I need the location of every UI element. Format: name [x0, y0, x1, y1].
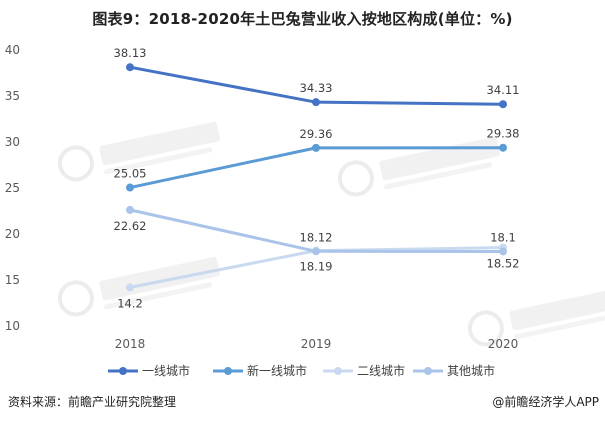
- data-label: 34.11: [487, 83, 520, 97]
- data-labels: 38.13 34.33 34.11 25.05 29.36 29.38 14.2 18.19 1…: [114, 46, 520, 310]
- data-point: [499, 100, 507, 109]
- watermark-logo: [57, 121, 220, 182]
- data-point: [312, 247, 320, 256]
- source-note: 资料来源：前瞻产业研究院整理: [8, 395, 177, 409]
- x-tick-label: 2018: [115, 337, 146, 351]
- legend-marker: [424, 367, 432, 375]
- legend: 一线城市 新一线城市 二线城市 其他城市: [108, 363, 495, 378]
- data-label: 22.62: [114, 219, 147, 233]
- legend-label: 一线城市: [142, 363, 190, 378]
- data-label: 18.52: [487, 257, 520, 271]
- series-lines: [126, 63, 507, 292]
- x-tick-label: 2019: [301, 337, 332, 351]
- data-label: 29.36: [300, 127, 333, 141]
- data-point: [312, 98, 320, 107]
- watermark-logo: [337, 136, 500, 197]
- data-point: [126, 63, 134, 72]
- legend-label: 二线城市: [357, 363, 405, 378]
- y-tick-label: 10: [5, 319, 20, 333]
- data-label: 34.33: [300, 81, 333, 95]
- data-point: [126, 183, 134, 192]
- data-label: 14.2: [117, 296, 143, 310]
- legend-label: 其他城市: [447, 363, 495, 378]
- y-tick-label: 25: [5, 181, 20, 195]
- data-point: [312, 143, 320, 152]
- legend-label: 新一线城市: [247, 363, 307, 378]
- data-label: 25.05: [114, 167, 147, 181]
- data-point: [126, 283, 134, 292]
- data-label: 29.38: [487, 127, 520, 141]
- y-tick-label: 30: [5, 135, 20, 149]
- data-point: [499, 143, 507, 152]
- y-tick-label: 40: [5, 43, 20, 57]
- legend-marker: [119, 367, 127, 375]
- y-tick-label: 35: [5, 89, 20, 103]
- data-label: 18.12: [300, 230, 333, 244]
- brand-credit: @前瞻经济学人APP: [492, 395, 599, 409]
- chart-title: 图表9：2018-2020年土巴兔营业收入按地区构成(单位：%): [92, 10, 513, 28]
- data-point: [499, 247, 507, 256]
- watermark-logo: [467, 286, 605, 347]
- axes: 10 15 20 25 30 35 40 2018 2019 2020: [5, 43, 519, 351]
- data-point: [126, 205, 134, 214]
- y-tick-label: 15: [5, 273, 20, 287]
- legend-marker: [224, 367, 232, 375]
- y-tick-label: 20: [5, 227, 20, 241]
- data-label: 38.13: [114, 46, 147, 60]
- x-tick-label: 2020: [488, 337, 519, 351]
- watermark: [57, 121, 605, 347]
- data-label: 18.1: [490, 230, 516, 244]
- legend-marker: [334, 367, 342, 375]
- data-label: 18.19: [300, 260, 333, 274]
